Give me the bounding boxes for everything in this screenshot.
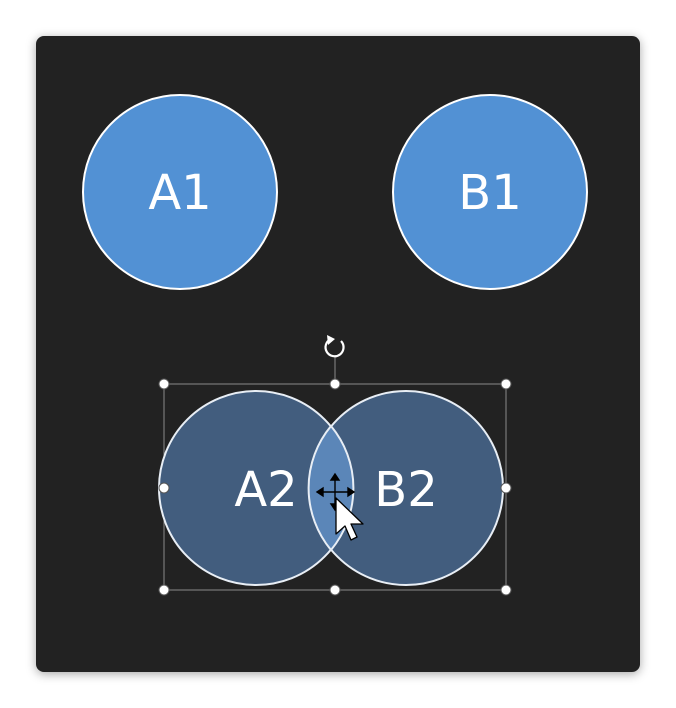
slide-canvas[interactable]: A1 B1 A2 B2: [36, 36, 640, 672]
circle-a1-label: A1: [148, 165, 211, 221]
resize-handle-right[interactable]: [500, 482, 512, 494]
resize-handle-top-left[interactable]: [158, 378, 170, 390]
circle-b1-label: B1: [458, 165, 521, 221]
circle-b1[interactable]: B1: [392, 94, 588, 290]
circle-b2-label: B2: [374, 462, 437, 518]
resize-handle-bottom-right[interactable]: [500, 584, 512, 596]
resize-handle-bottom-left[interactable]: [158, 584, 170, 596]
circle-a2-label: A2: [234, 462, 297, 518]
slide-drawing: A1 B1 A2 B2: [82, 94, 588, 596]
arrow-pointer-icon: [335, 497, 364, 541]
circle-overlap-region: [307, 391, 355, 585]
circle-a1[interactable]: A1: [82, 94, 278, 290]
resize-handle-left[interactable]: [158, 482, 170, 494]
resize-handle-top-right[interactable]: [500, 378, 512, 390]
resize-handle-bottom[interactable]: [329, 584, 341, 596]
rotate-handle-icon[interactable]: [324, 335, 345, 358]
resize-handle-top[interactable]: [329, 378, 341, 390]
